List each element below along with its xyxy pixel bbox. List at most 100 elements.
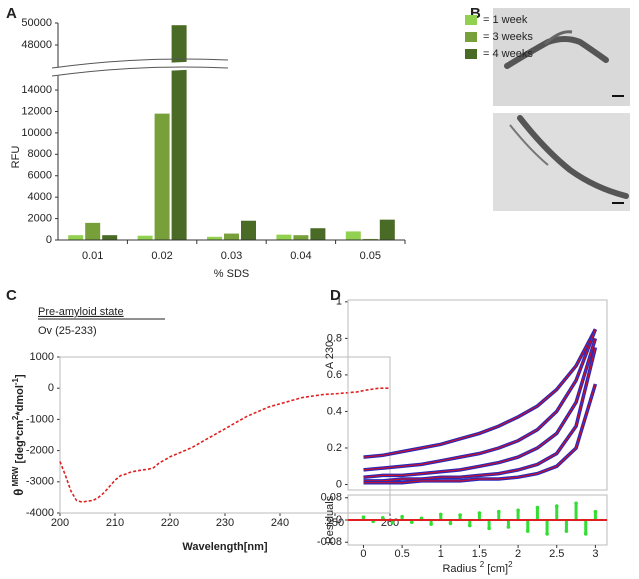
micrograph bbox=[493, 8, 630, 106]
y-tick-label: -4000 bbox=[26, 507, 54, 519]
x-tick-label: 0.01 bbox=[82, 250, 103, 262]
axis-label: % SDS bbox=[214, 268, 249, 280]
bar bbox=[85, 222, 101, 240]
chart-title: Pre-amyloid state bbox=[38, 306, 124, 318]
x-tick-label: 1 bbox=[438, 548, 444, 560]
series-line bbox=[363, 328, 596, 471]
axis-break bbox=[51, 66, 229, 77]
residual-point bbox=[525, 529, 530, 533]
y-tick-label: 1 bbox=[336, 296, 342, 308]
label-part: Radius bbox=[442, 563, 479, 575]
bar bbox=[102, 235, 118, 240]
y-tick-label: 2000 bbox=[28, 212, 52, 224]
residual-point bbox=[487, 526, 491, 531]
series-line bbox=[363, 383, 596, 484]
y-tick-label: -3000 bbox=[26, 476, 54, 488]
label-part: ] bbox=[14, 374, 26, 378]
y-tick-label: 0 bbox=[46, 234, 52, 246]
bar bbox=[241, 220, 256, 240]
x-tick-label: 0 bbox=[360, 548, 366, 560]
y-tick-label: 6000 bbox=[28, 170, 52, 182]
y-tick-label: 10000 bbox=[21, 127, 52, 139]
x-tick-label: 1.5 bbox=[472, 548, 487, 560]
axis-label: θ MRW [deg*cm2*dmol-1] bbox=[11, 374, 27, 496]
series-line bbox=[59, 387, 390, 503]
legend-label: = 3 weeks bbox=[483, 31, 533, 43]
axis-break bbox=[51, 58, 229, 69]
y-tick-label: 0.4 bbox=[327, 405, 342, 417]
x-tick-label: 3 bbox=[592, 548, 598, 560]
label-part: -1 bbox=[11, 377, 20, 385]
y-tick-label: 48000 bbox=[21, 39, 52, 51]
label-part: [deg*cm bbox=[14, 420, 26, 467]
y-tick-label: 0.6 bbox=[327, 369, 342, 381]
bar bbox=[276, 234, 292, 240]
x-tick-label: 0.5 bbox=[394, 548, 409, 560]
axis-label: A 230 bbox=[324, 341, 336, 369]
bar bbox=[310, 228, 326, 240]
label-part: 2 bbox=[508, 560, 513, 569]
axis-label: Radius 2 [cm]2 bbox=[442, 560, 513, 575]
y-tick-label: 1000 bbox=[30, 351, 54, 363]
axis-label: RFU bbox=[10, 146, 22, 169]
legend-swatch bbox=[465, 32, 477, 42]
panel-label: A bbox=[6, 5, 17, 22]
label-part: MRW bbox=[11, 466, 20, 489]
y-tick-label: 14000 bbox=[21, 84, 52, 96]
residual-point bbox=[496, 509, 501, 514]
y-tick-label: 50000 bbox=[21, 17, 52, 29]
y-tick-label: 0 bbox=[336, 478, 342, 490]
residual-point bbox=[400, 514, 404, 519]
residual-point bbox=[545, 532, 549, 536]
x-tick-label: 0.03 bbox=[221, 250, 242, 262]
panel-label: D bbox=[330, 287, 341, 304]
residual-point bbox=[380, 515, 385, 520]
residual-point bbox=[361, 515, 366, 520]
residual-point bbox=[535, 505, 540, 510]
residual-point bbox=[429, 522, 433, 526]
residual-point bbox=[477, 511, 482, 515]
residual-point bbox=[506, 525, 511, 529]
x-tick-label: 2.5 bbox=[549, 548, 564, 560]
residual-point bbox=[564, 529, 569, 533]
legend-swatch bbox=[465, 49, 477, 59]
series-line bbox=[363, 328, 596, 458]
label-part: θ bbox=[11, 489, 26, 496]
panel-label: C bbox=[6, 287, 17, 304]
micrograph bbox=[493, 113, 630, 211]
y-tick-label: -0.08 bbox=[317, 536, 342, 548]
chart-subtitle: Ov (25-233) bbox=[38, 325, 97, 337]
y-tick-label: 0.08 bbox=[321, 492, 342, 504]
plot-frame bbox=[347, 299, 608, 491]
bar bbox=[207, 236, 222, 240]
bar bbox=[137, 235, 153, 240]
legend-label: = 1 week bbox=[483, 14, 528, 26]
label-part: *dmol bbox=[14, 385, 26, 416]
y-tick-label: 4000 bbox=[28, 191, 52, 203]
y-tick-label: -2000 bbox=[26, 445, 54, 457]
bar bbox=[171, 25, 187, 241]
x-tick-label: 0.04 bbox=[290, 250, 311, 262]
panel-label: B bbox=[470, 5, 481, 22]
bar bbox=[362, 238, 378, 240]
axis-label: Residuals bbox=[324, 495, 336, 544]
x-tick-label: 200 bbox=[51, 517, 69, 529]
residual-point bbox=[438, 512, 443, 517]
label-part: [cm] bbox=[484, 563, 508, 575]
bar bbox=[345, 231, 361, 240]
x-tick-label: 250 bbox=[326, 517, 344, 529]
residual-point bbox=[593, 509, 598, 514]
y-tick-label: -1000 bbox=[26, 413, 54, 425]
series-line bbox=[363, 338, 596, 478]
y-tick-label: 0.2 bbox=[327, 442, 342, 454]
x-tick-label: 2 bbox=[515, 548, 521, 560]
x-tick-label: 230 bbox=[216, 517, 234, 529]
residual-point bbox=[574, 501, 578, 506]
x-tick-label: 240 bbox=[271, 517, 289, 529]
residual-point bbox=[448, 521, 453, 526]
data-trace bbox=[363, 328, 597, 459]
residual-point bbox=[409, 520, 414, 525]
y-tick-label: 8000 bbox=[28, 148, 52, 160]
y-tick-label: 12000 bbox=[21, 105, 52, 117]
label-part: 2 bbox=[480, 560, 485, 569]
